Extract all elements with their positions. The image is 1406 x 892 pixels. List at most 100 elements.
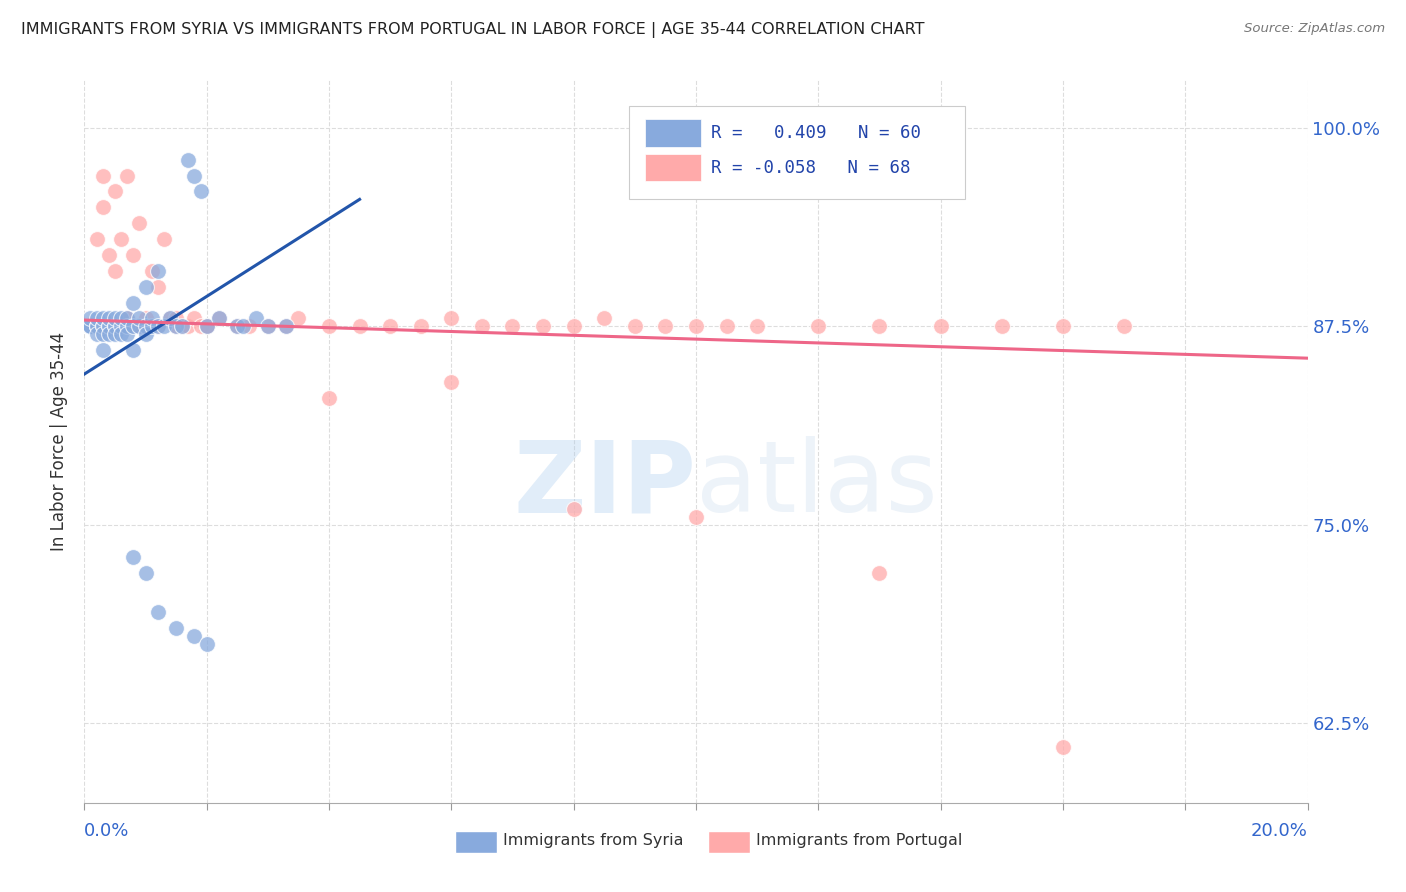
Point	[159, 311, 181, 326]
Point	[91, 200, 114, 214]
Point	[716, 319, 738, 334]
Point	[929, 319, 952, 334]
Point	[195, 319, 218, 334]
Point	[128, 311, 150, 326]
Point	[79, 319, 101, 334]
Point	[349, 319, 371, 334]
Point	[146, 279, 169, 293]
Point	[208, 311, 231, 326]
Point	[115, 169, 138, 183]
Point	[104, 264, 127, 278]
Point	[471, 319, 494, 334]
Point	[104, 319, 127, 334]
Point	[97, 319, 120, 334]
Point	[562, 319, 585, 334]
Point	[190, 185, 212, 199]
Point	[135, 319, 157, 334]
Point	[190, 319, 212, 334]
Point	[257, 319, 280, 334]
Point	[409, 319, 432, 334]
Point	[115, 319, 138, 334]
Point	[153, 232, 176, 246]
Point	[380, 319, 402, 334]
Point	[276, 319, 298, 334]
Point	[257, 319, 280, 334]
Point	[91, 319, 114, 334]
Point	[97, 311, 120, 326]
Text: R =   0.409   N = 60: R = 0.409 N = 60	[710, 124, 921, 142]
Point	[110, 319, 132, 334]
Point	[128, 319, 150, 334]
Point	[115, 311, 138, 326]
Point	[115, 327, 138, 342]
Point	[110, 311, 132, 326]
Point	[128, 319, 150, 334]
Text: 20.0%: 20.0%	[1251, 822, 1308, 840]
Point	[172, 319, 194, 334]
Point	[104, 311, 127, 326]
Point	[177, 319, 200, 334]
Point	[165, 621, 187, 635]
Point	[1114, 319, 1136, 334]
Point	[159, 311, 181, 326]
Point	[97, 319, 120, 334]
Point	[177, 153, 200, 167]
Point	[110, 327, 132, 342]
Point	[135, 279, 157, 293]
Point	[183, 169, 205, 183]
Point	[226, 319, 249, 334]
Point	[110, 319, 132, 334]
Y-axis label: In Labor Force | Age 35-44: In Labor Force | Age 35-44	[51, 332, 69, 551]
Text: Immigrants from Syria: Immigrants from Syria	[503, 833, 683, 848]
Point	[685, 319, 707, 334]
Point	[91, 319, 114, 334]
Point	[1052, 319, 1074, 334]
Point	[172, 319, 194, 334]
Point	[869, 319, 891, 334]
Point	[654, 319, 676, 334]
Point	[97, 327, 120, 342]
Text: 0.0%: 0.0%	[84, 822, 129, 840]
Point	[104, 327, 127, 342]
Point	[79, 319, 101, 334]
Point	[747, 319, 769, 334]
FancyBboxPatch shape	[644, 120, 700, 147]
Point	[287, 311, 309, 326]
Point	[195, 637, 218, 651]
Point	[115, 311, 138, 326]
Point	[122, 319, 145, 334]
Point	[79, 319, 101, 334]
Point	[86, 319, 108, 334]
Text: R = -0.058   N = 68: R = -0.058 N = 68	[710, 159, 910, 177]
Point	[86, 232, 108, 246]
FancyBboxPatch shape	[456, 831, 496, 853]
Point	[141, 319, 163, 334]
Point	[135, 566, 157, 580]
Point	[562, 502, 585, 516]
Point	[128, 216, 150, 230]
Point	[135, 311, 157, 326]
Text: Source: ZipAtlas.com: Source: ZipAtlas.com	[1244, 22, 1385, 36]
Point	[86, 319, 108, 334]
Text: atlas: atlas	[696, 436, 938, 533]
Point	[869, 566, 891, 580]
Point	[91, 311, 114, 326]
Point	[122, 343, 145, 358]
Point	[86, 327, 108, 342]
Point	[807, 319, 830, 334]
Point	[122, 248, 145, 262]
Point	[104, 319, 127, 334]
Point	[86, 319, 108, 334]
Point	[1052, 740, 1074, 755]
Point	[440, 311, 463, 326]
Point	[91, 343, 114, 358]
Text: IMMIGRANTS FROM SYRIA VS IMMIGRANTS FROM PORTUGAL IN LABOR FORCE | AGE 35-44 COR: IMMIGRANTS FROM SYRIA VS IMMIGRANTS FROM…	[21, 22, 925, 38]
Point	[122, 319, 145, 334]
FancyBboxPatch shape	[644, 154, 700, 181]
Point	[245, 311, 267, 326]
Point	[208, 311, 231, 326]
Point	[104, 319, 127, 334]
Point	[146, 319, 169, 334]
FancyBboxPatch shape	[628, 105, 965, 200]
Point	[97, 248, 120, 262]
